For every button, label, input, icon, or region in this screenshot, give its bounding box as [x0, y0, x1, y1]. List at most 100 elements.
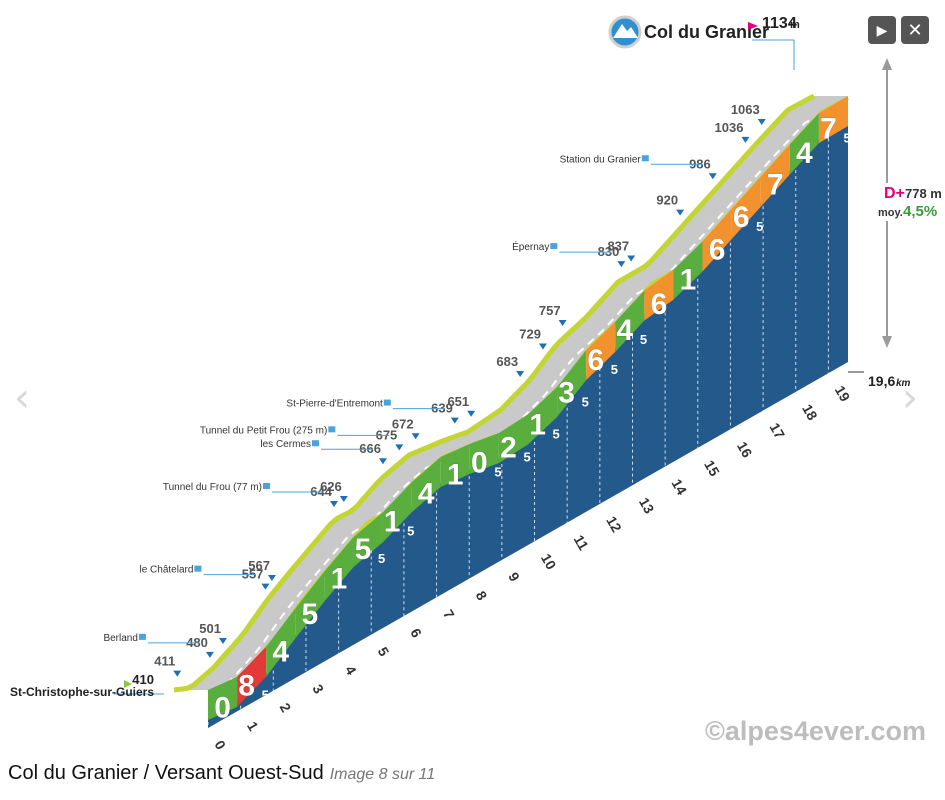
altitude-label: 683 [496, 354, 518, 369]
altitude-marker [676, 209, 685, 216]
place-icon [550, 243, 558, 250]
grade-label-main: 6 [733, 201, 750, 234]
average-grade: 4,5% [903, 203, 937, 220]
grade-label-main: 1 [680, 264, 697, 297]
grade-segment [324, 537, 354, 602]
place-label: Tunnel du Frou (77 m) [163, 482, 262, 493]
place-label: Station du Granier [560, 154, 642, 165]
grade-label: 6 [650, 288, 668, 322]
grade-segment [411, 457, 441, 513]
grade-segment [440, 443, 470, 488]
place-icon [138, 633, 146, 640]
summit-leader-line [752, 39, 795, 70]
place-icon [328, 426, 336, 433]
close-button[interactable]: ✕ [901, 16, 929, 44]
place-icon [311, 440, 319, 447]
km-label: 4 [342, 663, 360, 678]
altitude-marker [708, 173, 717, 180]
grade-label: 1 [679, 263, 697, 297]
altitude-marker [450, 417, 459, 424]
grade-segment [586, 321, 616, 381]
image-caption: Col du Granier / Versant Ouest-Sud Image … [8, 762, 435, 785]
grade-label-main: 4 [272, 636, 289, 669]
play-button[interactable]: ▶ [868, 16, 896, 44]
grade-label-main: 7 [820, 113, 837, 146]
grade-segment [469, 433, 499, 474]
place-label: Tunnel du Petit Frou (275 m) [200, 425, 327, 436]
place-label: le Châtelard [140, 565, 194, 576]
grade-label-main: 1 [447, 458, 464, 491]
altitude-marker [741, 136, 750, 143]
altitude-marker [261, 583, 270, 590]
previous-image-button[interactable]: ‹ [14, 375, 30, 421]
altitude-marker [378, 458, 387, 465]
place-icon [194, 565, 202, 572]
grade-label-decimal: 5 [378, 551, 385, 566]
start-altitude-label: 410 [132, 672, 154, 687]
watermark: ©alpes4ever.com [705, 716, 926, 746]
place-label: St-Pierre-d'Entremont [286, 399, 383, 410]
grade-segment [557, 350, 587, 417]
summit-flag-icon [748, 22, 758, 30]
grade-label: 5 [301, 597, 319, 631]
chevron-left-icon: ‹ [14, 375, 30, 421]
grade-label-main: 4 [616, 314, 633, 347]
km-label: 5 [375, 644, 393, 659]
grade-label-main: 8 [238, 670, 255, 703]
grade-label-main: 4 [418, 478, 435, 511]
grade-label: 7 [766, 168, 784, 202]
profile-side-face [208, 122, 848, 728]
km-label: 7 [440, 607, 458, 622]
grade-label-main: 0 [214, 691, 231, 724]
grade-label-decimal: 5 [407, 523, 414, 538]
altitude-label: 672 [392, 416, 414, 431]
grade-segment [528, 386, 558, 445]
height-arrow-down-icon [882, 336, 892, 348]
grade-label: 1 [330, 562, 348, 596]
altitude-marker [267, 575, 276, 581]
km-label: 16 [734, 439, 756, 461]
altitude-label: 411 [154, 654, 175, 669]
grade-segment [702, 209, 732, 272]
next-image-button[interactable]: › [902, 375, 918, 421]
road-center-line [190, 108, 832, 704]
grade-label-decimal: 5 [494, 464, 501, 479]
grade-label-main: 5 [301, 598, 318, 631]
altitude-marker [467, 410, 476, 417]
km-label: 9 [505, 569, 523, 584]
place-icon [641, 155, 649, 162]
grade-label: 4 [796, 136, 814, 170]
grade-label-main: 1 [384, 505, 401, 538]
grade-label-main: 1 [331, 562, 348, 595]
grade-segment [208, 676, 238, 720]
altitude-label: 1036 [715, 120, 744, 135]
grade-segment [673, 241, 703, 300]
altitude-marker [516, 371, 525, 377]
altitude-marker [757, 119, 766, 125]
km-label: 2 [277, 700, 295, 715]
average-prefix: moy. [878, 207, 903, 219]
grade-label-main: 6 [709, 233, 726, 266]
km-label: 17 [767, 420, 789, 442]
altitude-marker [330, 501, 338, 507]
start-flag-icon [124, 680, 132, 688]
grade-label: 1 [446, 458, 464, 492]
height-arrow-up-icon [882, 58, 892, 70]
place-icon [263, 483, 270, 489]
km-label: 13 [636, 495, 658, 517]
altitude-marker [205, 651, 214, 658]
total-distance: 19,6 [868, 373, 895, 389]
play-icon: ▶ [876, 21, 888, 38]
grade-label-main: 6 [587, 344, 604, 377]
grade-label: 4 [272, 635, 290, 669]
total-distance-unit: km [896, 378, 911, 389]
km-label: 1 [244, 719, 262, 734]
grade-label-main: 3 [558, 377, 575, 410]
grade-segment [615, 290, 645, 352]
